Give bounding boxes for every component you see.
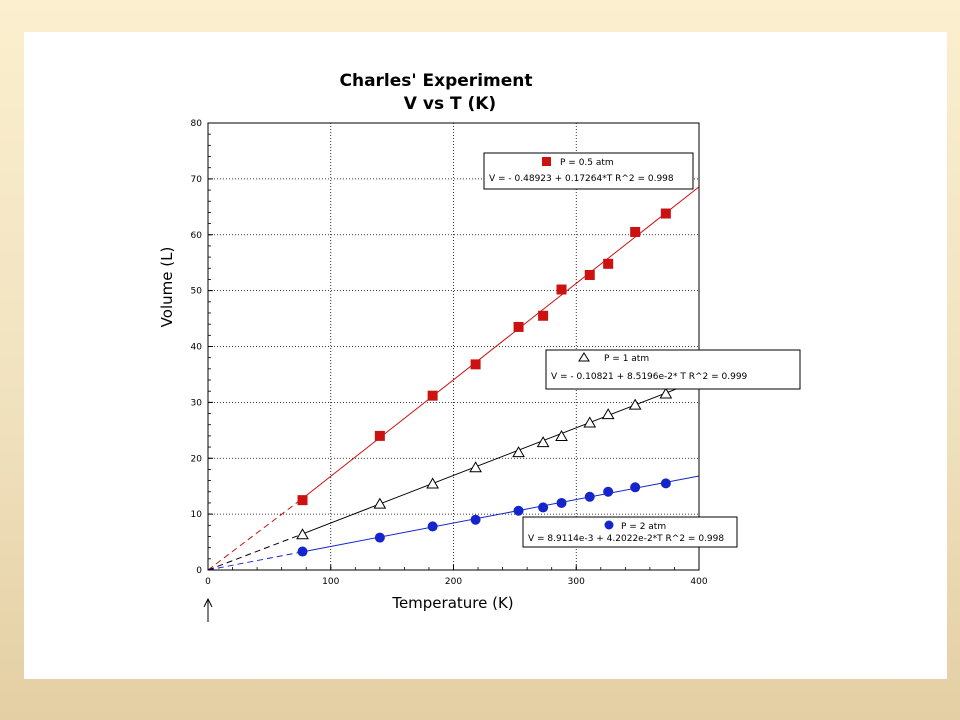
fit-line-0: [302, 186, 700, 499]
point-series-2: [630, 482, 641, 493]
point-series-0: [427, 390, 438, 401]
point-series-2: [470, 514, 481, 525]
legend-marker-triangle-icon: [578, 352, 590, 362]
point-series-0: [538, 310, 549, 321]
legend-series-0: P = 0.5 atm V = - 0.48923 + 0.17264*T R^…: [483, 152, 694, 190]
x-tick-label: 300: [568, 577, 585, 587]
y-tick-label: 10: [191, 510, 203, 520]
legend-fit-2: V = 8.9114e-3 + 4.2022e-2*T R^2 = 0.998: [528, 534, 724, 544]
y-tick-label: 0: [196, 566, 202, 576]
legend-name-0: P = 0.5 atm: [560, 158, 614, 168]
point-series-2: [374, 532, 385, 543]
legend-series-1: P = 1 atm V = - 0.10821 + 8.5196e-2* T R…: [545, 349, 801, 390]
point-series-2: [660, 478, 671, 489]
point-series-0: [556, 284, 567, 295]
legend-series-2: P = 2 atm V = 8.9114e-3 + 4.2022e-2*T R^…: [522, 516, 738, 548]
point-series-0: [513, 321, 524, 332]
legend-fit-1: V = - 0.10821 + 8.5196e-2* T R^2 = 0.999: [551, 372, 748, 382]
point-series-2: [556, 497, 567, 508]
x-axis-label: Temperature (K): [391, 594, 513, 612]
y-tick-label: 20: [191, 454, 203, 464]
data-points: [296, 208, 673, 557]
legend-marker-circle-icon: [604, 520, 614, 530]
point-series-1: [373, 497, 387, 509]
x-tick-labels: 0 100 200 300 400: [205, 577, 708, 587]
point-series-0: [630, 226, 641, 237]
chart-title: Charles' Experiment: [340, 71, 533, 91]
x-tick-label: 100: [322, 577, 339, 587]
axis-ticks: [207, 122, 700, 571]
extrapolation-lines: [207, 498, 303, 571]
legend-fit-0: V = - 0.48923 + 0.17264*T R^2 = 0.998: [489, 174, 674, 184]
x-tick-label: 400: [690, 577, 707, 587]
point-series-0: [470, 359, 481, 370]
point-series-2: [538, 502, 549, 513]
point-series-0: [584, 269, 595, 280]
y-tick-label: 30: [191, 398, 203, 408]
point-series-1: [659, 387, 673, 399]
extrapolation-line-0: [207, 498, 303, 571]
point-series-1: [512, 446, 525, 458]
point-series-1: [583, 416, 597, 428]
y-tick-label: 50: [191, 287, 203, 297]
y-tick-label: 70: [191, 175, 203, 185]
x-tick-label: 0: [205, 577, 211, 587]
y-tick-label: 80: [191, 119, 203, 129]
chart-subtitle: V vs T (K): [404, 94, 496, 114]
y-axis-label: Volume (L): [158, 247, 176, 328]
point-series-0: [603, 258, 614, 269]
legend-marker-square-icon: [542, 157, 551, 166]
point-series-1: [426, 477, 439, 489]
point-series-2: [297, 546, 308, 557]
legend-name-1: P = 1 atm: [604, 354, 649, 364]
point-series-2: [427, 521, 438, 532]
extrapolation-line-2: [207, 551, 303, 571]
y-tick-labels: 0 10 20 30 40 50 60 70 80: [191, 119, 203, 576]
point-series-1: [555, 429, 568, 441]
point-series-1: [601, 408, 615, 420]
point-series-2: [603, 486, 614, 497]
point-series-1: [536, 436, 550, 448]
legend-name-2: P = 2 atm: [621, 522, 666, 532]
y-tick-label: 40: [191, 343, 203, 353]
point-series-1: [296, 528, 309, 540]
point-series-1: [628, 398, 642, 410]
point-series-2: [513, 505, 524, 516]
point-series-2: [584, 491, 595, 502]
point-series-1: [469, 461, 482, 473]
point-series-0: [660, 208, 671, 219]
y-tick-label: 60: [191, 231, 203, 241]
point-series-0: [374, 430, 385, 441]
grid: [208, 123, 699, 570]
extrapolation-line-1: [207, 533, 303, 571]
fit-line-1: [302, 379, 700, 535]
x-tick-label: 200: [445, 577, 462, 587]
zero-arrow-icon: [203, 597, 213, 622]
point-series-0: [297, 495, 308, 506]
